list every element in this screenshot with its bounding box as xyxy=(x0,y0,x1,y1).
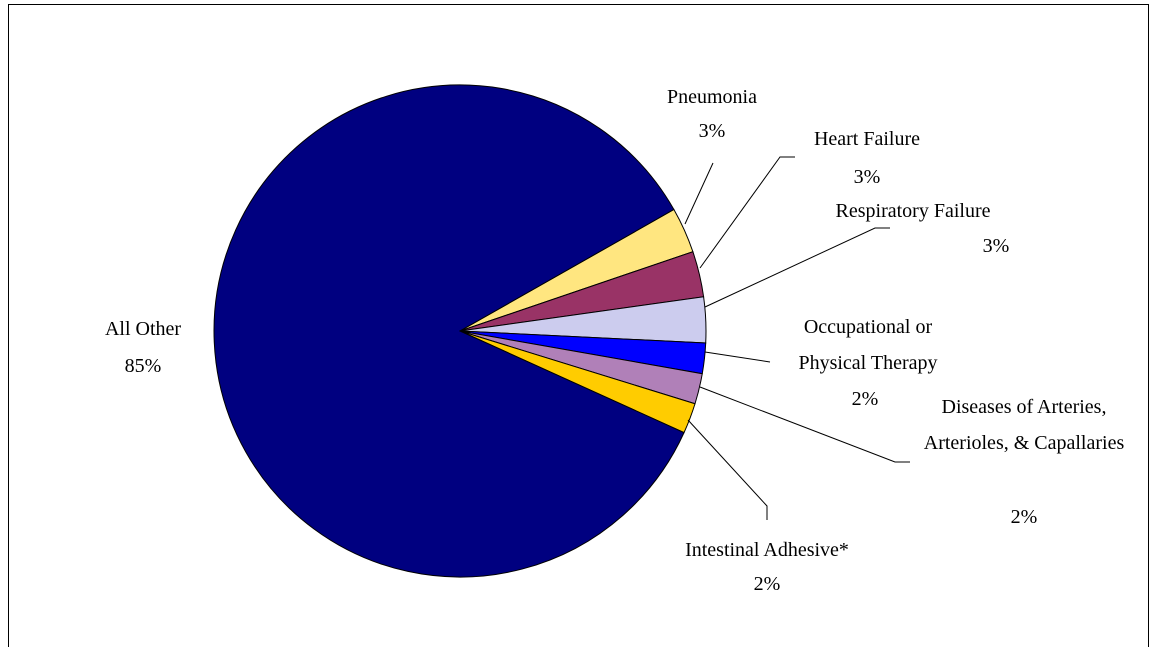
slice-value-label: 3% xyxy=(698,120,726,142)
slice-value-label: 3% xyxy=(982,235,1010,257)
slice-label: Occupational or Physical Therapy xyxy=(798,316,938,374)
leader-line xyxy=(704,351,771,363)
slice-label: Intestinal Adhesive* xyxy=(685,539,849,561)
leader-line xyxy=(699,156,795,269)
slice-value-label: 3% xyxy=(853,166,881,188)
slice-label: Diseases of Arteries, Arterioles, & Capa… xyxy=(923,396,1125,454)
leader-line xyxy=(684,162,714,225)
slice-value-label: 2% xyxy=(753,573,781,595)
slice-value-label: 2% xyxy=(1010,506,1038,528)
slice-value-label: 2% xyxy=(851,388,879,410)
slice-label: All Other xyxy=(104,318,182,340)
chart-border xyxy=(8,4,1149,647)
slice-label: Heart Failure xyxy=(813,128,921,150)
pie-slice xyxy=(213,84,685,578)
leader-line xyxy=(704,227,890,308)
leader-line xyxy=(687,419,768,520)
leader-line xyxy=(699,386,910,463)
slice-label: Pneumonia xyxy=(667,86,757,108)
slice-value-label: 85% xyxy=(124,355,162,377)
slice-label: Respiratory Failure xyxy=(835,200,991,222)
